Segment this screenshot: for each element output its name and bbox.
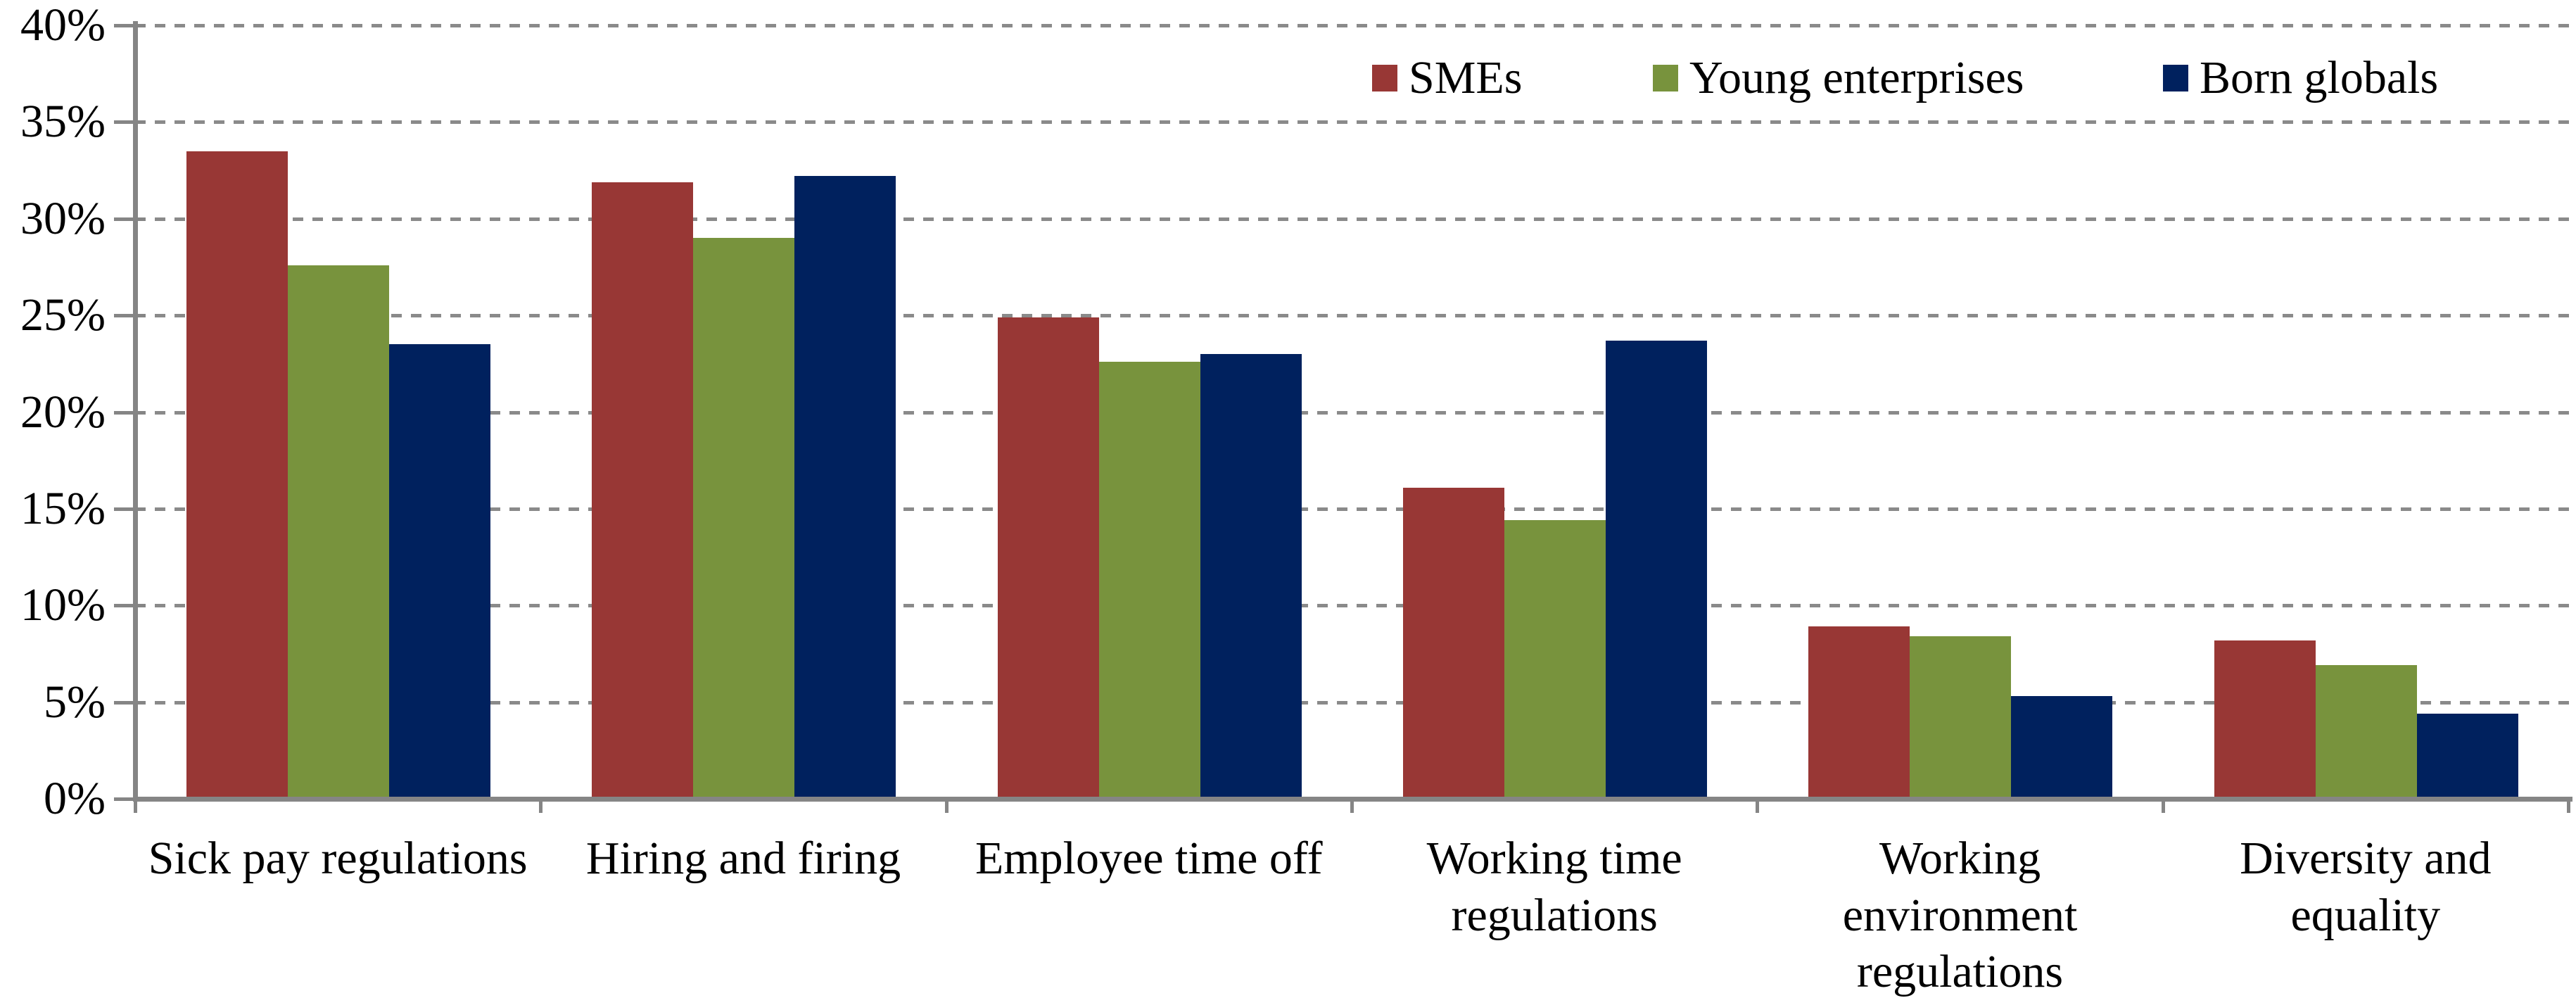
bar-young-enterprises: [693, 238, 795, 799]
y-tick-label: 40%: [20, 0, 106, 51]
category-label: Employee time off: [975, 833, 1323, 884]
bar-young-enterprises: [1910, 636, 2012, 799]
y-tick-mark: [114, 217, 145, 221]
x-tick-mark: [2567, 799, 2570, 813]
gridline: [135, 120, 2572, 125]
legend: SMEs Young enterprises Born globals: [0, 55, 2576, 101]
x-tick-mark: [539, 799, 543, 813]
y-tick-label: 0%: [44, 773, 106, 824]
bar-young-enterprises: [2315, 665, 2417, 799]
y-tick-label: 20%: [20, 386, 106, 438]
bar-smes: [592, 182, 694, 799]
y-tick-label: 10%: [20, 579, 106, 631]
gridline: [135, 24, 2572, 27]
legend-label: SMEs: [1409, 52, 1523, 103]
category-label: Hiring and firing: [585, 833, 901, 884]
bar-smes: [997, 317, 1099, 799]
bar-smes: [1403, 487, 1504, 799]
legend-label: Young enterprises: [1689, 52, 2024, 103]
y-tick-label: 5%: [44, 676, 106, 728]
x-tick-mark: [1756, 799, 1760, 813]
x-tick-mark: [944, 799, 948, 813]
y-tick-label: 15%: [20, 482, 106, 534]
category-label: Diversity and equality: [2240, 833, 2492, 941]
bar-young-enterprises: [1504, 520, 1606, 799]
bar-smes: [1808, 626, 1910, 799]
legend-entry: SMEs: [1372, 55, 1522, 101]
gridline: [135, 700, 2572, 705]
y-tick-label: 25%: [20, 289, 106, 341]
bar-young-enterprises: [288, 265, 389, 799]
category-label: Working environment regulations: [1842, 833, 2078, 998]
y-tick-mark: [114, 797, 145, 801]
bar-born-globals: [1200, 354, 1302, 799]
bar-smes: [2214, 640, 2316, 799]
x-axis-line: [135, 797, 2572, 802]
legend-label: Born globals: [2200, 52, 2439, 103]
gridline: [135, 217, 2572, 221]
bar-smes: [186, 151, 288, 799]
y-tick-mark: [114, 24, 145, 27]
gridline: [135, 410, 2572, 415]
y-tick-mark: [114, 507, 145, 511]
bar-young-enterprises: [1098, 362, 1200, 799]
bar-born-globals: [2011, 696, 2113, 799]
gridline: [135, 604, 2572, 608]
legend-swatch: [1653, 65, 1678, 91]
bar-born-globals: [389, 344, 490, 799]
bar-born-globals: [1606, 340, 1707, 799]
legend-swatch: [2163, 65, 2188, 91]
x-tick-mark: [1350, 799, 1354, 813]
bar-born-globals: [794, 176, 896, 799]
bar-born-globals: [2416, 714, 2518, 799]
y-tick-mark: [114, 120, 145, 125]
y-tick-mark: [114, 410, 145, 415]
y-tick-mark: [114, 700, 145, 705]
category-label: Working time regulations: [1426, 833, 1682, 941]
legend-entry: Born globals: [2163, 55, 2438, 101]
y-axis-line: [133, 21, 138, 802]
y-tick-mark: [114, 604, 145, 608]
y-tick-label: 35%: [20, 96, 106, 148]
x-tick-mark: [2161, 799, 2165, 813]
legend-swatch: [1372, 65, 1397, 91]
y-tick-label: 30%: [20, 192, 106, 244]
legend-entry: Young enterprises: [1653, 55, 2024, 101]
y-tick-mark: [114, 314, 145, 318]
gridline: [135, 314, 2572, 318]
gridline: [135, 507, 2572, 511]
category-label: Sick pay regulations: [148, 833, 528, 884]
x-tick-mark: [134, 799, 137, 813]
